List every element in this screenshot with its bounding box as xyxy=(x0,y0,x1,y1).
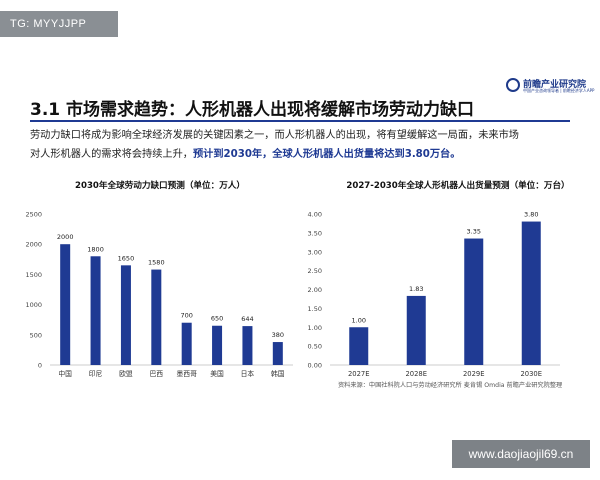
chart1-ytick-label: 2500 xyxy=(25,211,42,219)
chart1-bar xyxy=(90,256,101,365)
chart1-category-label: 韩国 xyxy=(271,369,285,378)
paragraph-line-1: 劳动力缺口将成为影响全球经济发展的关键因素之一，而人形机器人的出现，将有望缓解这… xyxy=(30,130,519,141)
chart2-category-label: 2027E xyxy=(348,370,370,378)
chart1-data-label: 644 xyxy=(241,315,253,323)
chart2-ytick-label: 1.00 xyxy=(308,324,322,332)
brand-logo: 前瞻产业研究院 中国产业咨询领导者 | 前瞻经济学人APP xyxy=(506,75,596,97)
chart2-ytick-label: 3.00 xyxy=(308,248,322,256)
page-title: 3.1 市场需求趋势：人形机器人出现将缓解市场劳动力缺口 xyxy=(30,100,475,120)
robot-shipment-chart: 2027-2030年全球人形机器人出货量预测（单位：万台） 0.00 0.50 1.0… xyxy=(308,179,570,378)
labor-gap-chart: 2030年全球劳动力缺口预测（单位：万人） 0 500 1000 1500 2000 250… xyxy=(25,179,293,378)
chart1-ytick-label: 1500 xyxy=(25,271,42,279)
chart1-category-label: 中国 xyxy=(58,369,72,378)
chart2-bar xyxy=(464,238,484,365)
chart1-ytick-label: 1000 xyxy=(25,301,42,309)
chart1-data-label: 1650 xyxy=(118,254,135,262)
chart1-category-label: 巴西 xyxy=(150,370,164,378)
chart1-category-label: 墨西哥 xyxy=(176,370,197,378)
chart2-title: 2027-2030年全球人形机器人出货量预测（单位：万台） xyxy=(346,179,569,191)
channel-tag: TG: MYYJJPP xyxy=(0,11,118,37)
data-source: 资料来源：中国社科院人口与劳动经济研究所 麦肯锡 Omdia 前瞻产业研究院整理 xyxy=(338,382,563,389)
chart2-data-label: 1.83 xyxy=(409,285,423,293)
paragraph-line-2: 对人形机器人的需求将会持续上升，预计到2030年，全球人形机器人出货量将达到3.… xyxy=(30,145,578,164)
intro-paragraph: 劳动力缺口将成为影响全球经济发展的关键因素之一，而人形机器人的出现，将有望缓解这… xyxy=(30,126,578,164)
chart1-category-label: 欧盟 xyxy=(119,369,133,378)
chart1-bar xyxy=(60,244,71,365)
chart2-data-label: 1.00 xyxy=(352,316,366,324)
chart2-ytick-label: 2.00 xyxy=(308,286,322,294)
chart2-ytick-label: 0.50 xyxy=(308,343,322,351)
chart2-data-label: 3.80 xyxy=(524,211,538,219)
chart2-ytick-label: 0.00 xyxy=(308,362,322,370)
chart2-ytick-label: 3.50 xyxy=(308,229,322,237)
chart1-data-label: 2000 xyxy=(57,233,74,241)
chart2-ytick-label: 2.50 xyxy=(308,267,322,275)
title-divider xyxy=(30,120,570,122)
chart2-bar xyxy=(406,295,426,365)
chart2-bar xyxy=(349,327,369,365)
paragraph-line-2-plain: 对人形机器人的需求将会持续上升， xyxy=(30,149,193,160)
chart1-bar xyxy=(212,325,223,365)
chart1-bar xyxy=(151,269,162,365)
chart1-bar xyxy=(242,326,253,365)
chart2-category-label: 2029E xyxy=(463,370,485,378)
site-watermark: www.daojiaojil69.cn xyxy=(452,440,590,468)
chart2-category-label: 2030E xyxy=(520,370,542,378)
chart1-bar xyxy=(120,265,131,365)
chart1-data-label: 700 xyxy=(180,312,192,320)
chart2-data-label: 3.35 xyxy=(467,228,481,236)
logo-name: 前瞻产业研究院 xyxy=(523,80,587,90)
chart1-category-label: 日本 xyxy=(241,369,255,378)
logo-subtitle: 中国产业咨询领导者 | 前瞻经济学人APP xyxy=(523,88,595,93)
chart1-bar xyxy=(272,342,283,365)
chart2-ytick-label: 4.00 xyxy=(308,211,322,219)
chart1-data-label: 1580 xyxy=(148,259,165,267)
chart1-bar xyxy=(181,322,192,365)
paragraph-highlight: 预计到2030年，全球人形机器人出货量将达到3.80万台。 xyxy=(193,149,461,160)
chart1-ytick-label: 500 xyxy=(30,331,42,339)
chart1-category-label: 印尼 xyxy=(89,370,103,378)
chart1-category-label: 美国 xyxy=(210,369,224,378)
chart1-title: 2030年全球劳动力缺口预测（单位：万人） xyxy=(75,179,245,191)
chart1-data-label: 1800 xyxy=(87,245,104,253)
chart1-ytick-label: 2000 xyxy=(25,241,42,249)
chart1-data-label: 380 xyxy=(272,331,284,339)
chart2-ytick-label: 1.50 xyxy=(308,305,322,313)
chart1-data-label: 650 xyxy=(211,315,223,323)
chart2-category-label: 2028E xyxy=(405,370,427,378)
chart2-bar xyxy=(521,221,541,365)
chart1-ytick-label: 0 xyxy=(38,362,42,370)
logo-mark-icon xyxy=(506,78,520,92)
